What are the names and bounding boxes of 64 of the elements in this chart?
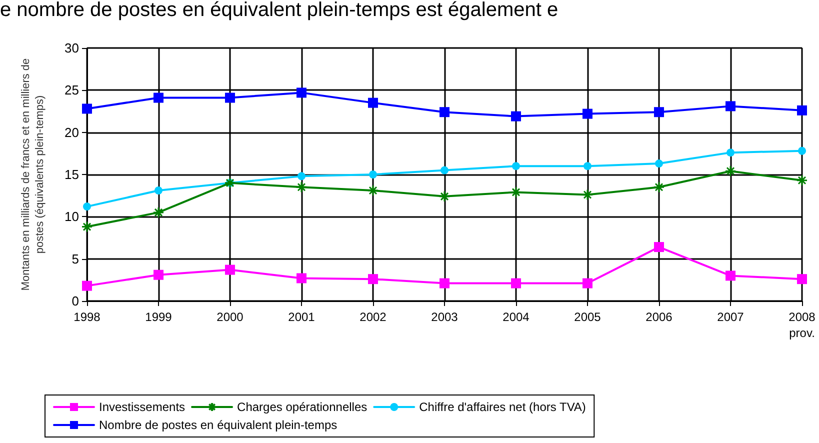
- point: [154, 186, 162, 195]
- y-tick-label: 5: [72, 251, 79, 266]
- x-tick-label: 2001: [288, 310, 316, 324]
- point: [82, 280, 92, 291]
- point: [440, 166, 448, 174]
- point: [225, 92, 235, 103]
- point: [83, 202, 91, 211]
- x-tick-label: 2006: [646, 310, 673, 324]
- y-tick-label: 25: [64, 82, 79, 98]
- point: [653, 181, 665, 193]
- point: [154, 92, 164, 103]
- point: [798, 146, 806, 155]
- point: [512, 162, 520, 170]
- point: [655, 160, 663, 168]
- point: [726, 101, 736, 112]
- point: [440, 278, 450, 288]
- y-tick-label: 15: [64, 167, 79, 182]
- y-axis-title: Montants en milliards de francs et en milliers de postes (équivalents plein-temps): [20, 58, 46, 291]
- point: [438, 190, 450, 202]
- x-tick-label: 2000: [216, 310, 244, 324]
- x-tick-label: 1999: [145, 310, 172, 324]
- x-tick-label: 2004: [502, 310, 530, 324]
- point: [726, 270, 736, 281]
- point: [296, 88, 306, 98]
- point: [440, 107, 450, 118]
- point: [582, 108, 592, 119]
- point: [654, 107, 664, 118]
- point: [82, 104, 92, 114]
- point: [511, 111, 521, 122]
- legend-label: Charges opérationnelles: [237, 400, 368, 414]
- x-tick-label: 2003: [431, 310, 458, 324]
- point: [298, 172, 306, 180]
- x-tick-label: 2008 prov.: [788, 310, 816, 340]
- point: [296, 181, 308, 193]
- legend-label: Nombre de postes en équivalent plein-temps: [99, 418, 338, 432]
- point: [797, 274, 807, 284]
- x-tick-label: 2005: [574, 310, 602, 324]
- point: [582, 278, 592, 288]
- point: [296, 273, 306, 284]
- point: [368, 98, 378, 108]
- y-tick-label: 10: [64, 209, 79, 224]
- y-tick-label: 20: [64, 124, 79, 140]
- point: [584, 162, 592, 170]
- point: [225, 264, 235, 275]
- x-tick-label: 2007: [717, 310, 744, 324]
- point: [797, 105, 807, 116]
- x-tick-label: 2002: [360, 310, 387, 324]
- point: [654, 242, 664, 252]
- text: e nombre de postes en équivalent plein-temps est également e: [0, 0, 558, 21]
- point: [726, 148, 734, 157]
- y-tick-label: 0: [72, 294, 79, 308]
- point: [152, 206, 164, 218]
- x-tick-label: 1998: [74, 310, 101, 324]
- point: [367, 184, 379, 196]
- y-tick-label: 30: [64, 40, 79, 56]
- point: [724, 165, 736, 177]
- legend-label: Investissements: [99, 400, 186, 414]
- point: [369, 170, 377, 178]
- point: [796, 174, 808, 186]
- point: [511, 278, 521, 288]
- legend-label: Chiffre d'affaires net (hors TVA): [419, 400, 586, 414]
- point: [368, 274, 378, 284]
- point: [154, 270, 164, 280]
- point: [81, 221, 93, 233]
